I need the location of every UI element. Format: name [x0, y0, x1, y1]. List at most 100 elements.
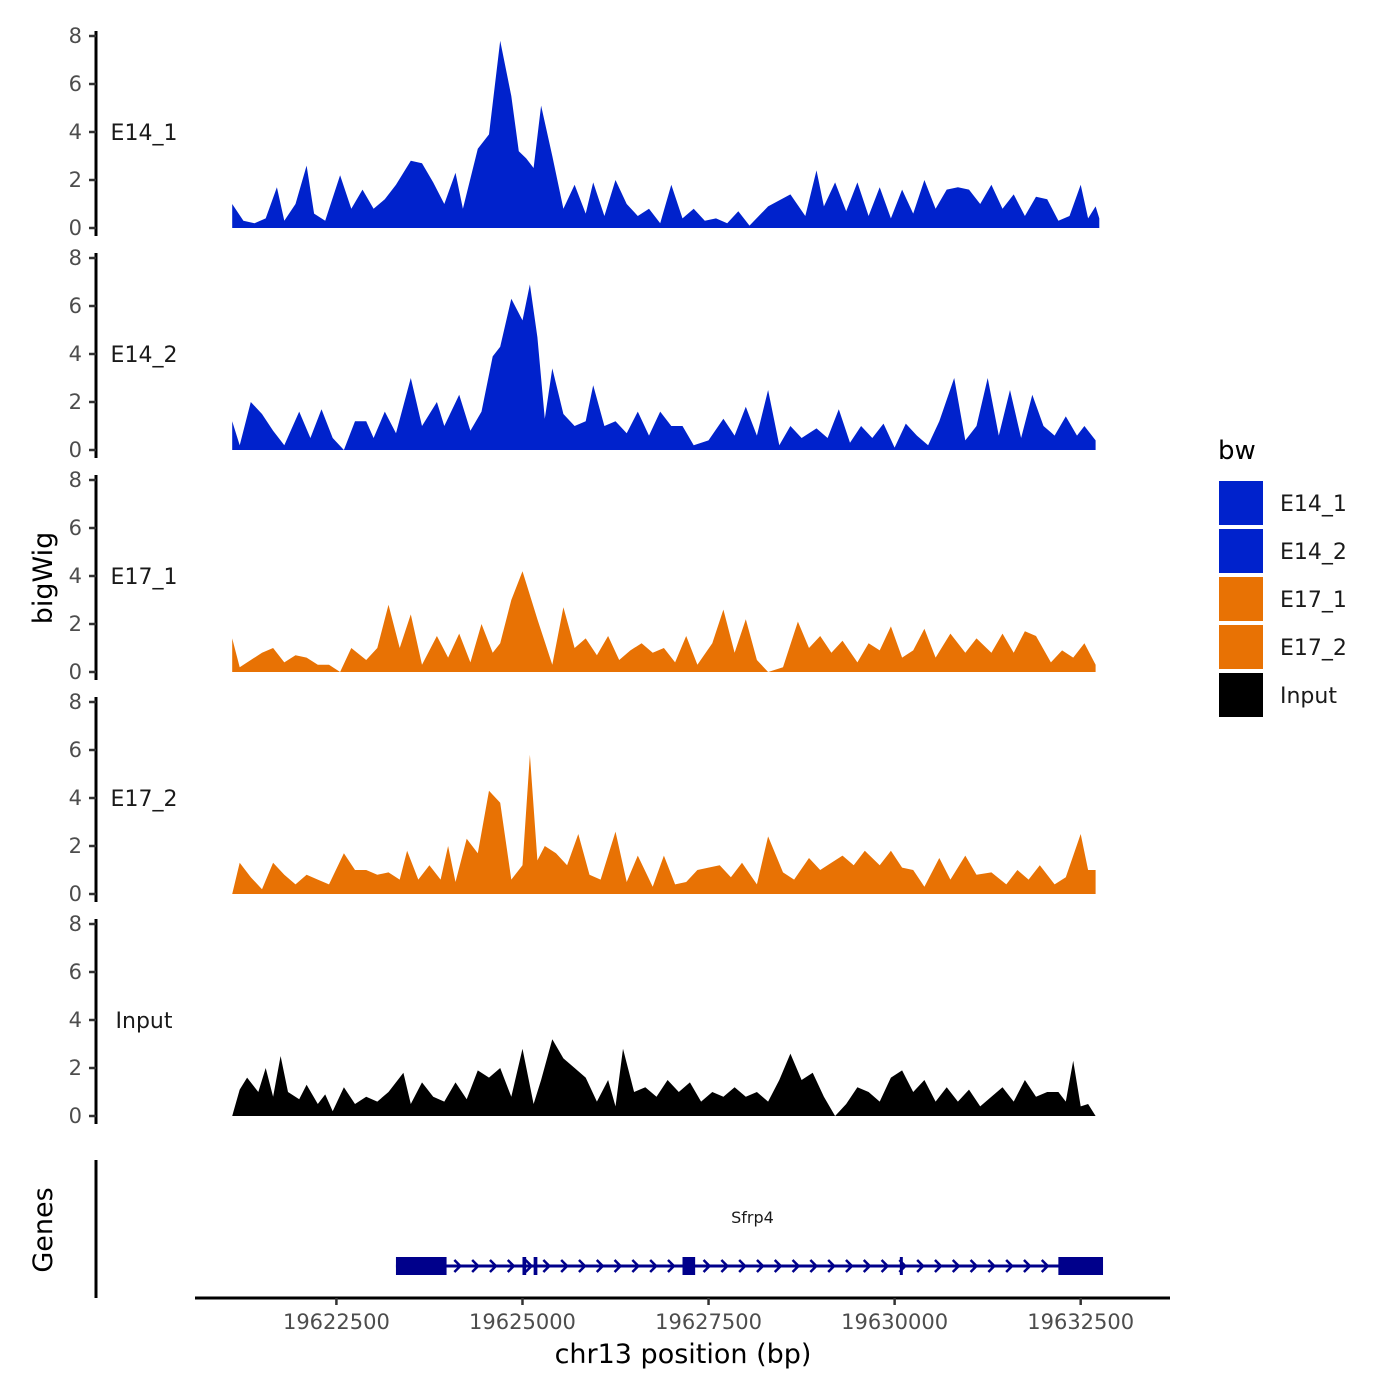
legend-swatch	[1217, 671, 1265, 719]
strand-arrow	[827, 1259, 836, 1273]
x-tick-label: 19625000	[469, 1310, 576, 1334]
track-label: E17_2	[111, 787, 178, 812]
area-series-input	[232, 1039, 1096, 1116]
strand-arrow	[951, 1259, 961, 1273]
legend: bw E14_1 E14_2 E17_1 E17_2 Input	[1217, 436, 1347, 719]
track-input: 0 2 4 6 8 Input	[69, 912, 1096, 1128]
y-tick-label: 8	[69, 690, 82, 714]
strand-arrow	[773, 1259, 783, 1273]
legend-label: E17_1	[1280, 588, 1347, 613]
gene-axis-title: Genes	[28, 1187, 59, 1272]
strand-arrow	[524, 1259, 534, 1273]
y-tick-label: 4	[69, 342, 82, 366]
track-label: E14_2	[111, 343, 178, 368]
strand-arrow	[1023, 1259, 1032, 1273]
y-tick-label: 2	[69, 390, 82, 414]
x-tick-label: 19622500	[283, 1310, 390, 1334]
strand-arrow	[702, 1259, 712, 1273]
strand-arrow	[880, 1259, 890, 1273]
strand-arrow	[649, 1259, 658, 1273]
strand-arrow	[916, 1259, 925, 1273]
strand-arrow	[969, 1259, 979, 1273]
gene-track-panel: Sfrp4	[94, 1160, 1104, 1298]
strand-arrow	[631, 1259, 641, 1273]
strand-arrow	[613, 1259, 623, 1273]
gene-exon	[522, 1257, 527, 1275]
strand-arrow	[595, 1259, 605, 1273]
strand-arrow	[720, 1259, 730, 1273]
strand-arrow	[506, 1259, 516, 1273]
track-label: E14_1	[111, 121, 178, 146]
y-tick-label: 6	[69, 738, 82, 762]
x-axis: 19622500 19625000 19627500 19630000 19632500	[195, 1296, 1170, 1334]
legend-label: E14_2	[1280, 540, 1347, 565]
y-tick-label: 2	[69, 168, 82, 192]
signal-tracks: 0 2 4 6 8 E14_1 0 2 4 6 8 E14_2 0 2 4 6 8 E17_1 0 2 4 6 8 E17_2…	[69, 24, 1100, 1128]
y-tick-label: 8	[69, 246, 82, 270]
strand-arrow	[738, 1259, 747, 1273]
y-tick-label: 8	[69, 468, 82, 492]
gene-exon	[533, 1257, 538, 1275]
y-tick-label: 0	[69, 1104, 82, 1128]
strand-arrow	[453, 1259, 463, 1273]
strand-arrow	[667, 1259, 676, 1273]
strand-arrow	[1005, 1259, 1014, 1273]
x-axis-title: chr13 position (bp)	[555, 1339, 812, 1370]
x-tick-label: 19632500	[1027, 1310, 1134, 1334]
track-e17-1: 0 2 4 6 8 E17_1	[69, 468, 1096, 684]
y-tick-label: 0	[69, 660, 82, 684]
y-tick-label: 0	[69, 216, 82, 240]
y-tick-label: 6	[69, 72, 82, 96]
legend-label: E14_1	[1280, 492, 1347, 517]
y-tick-label: 4	[69, 1008, 82, 1032]
area-series-e17-1	[232, 571, 1096, 672]
x-tick-label: 19627500	[655, 1310, 762, 1334]
strand-arrow	[756, 1259, 765, 1273]
legend-swatch	[1217, 575, 1265, 623]
y-tick-label: 8	[69, 24, 82, 48]
track-e14-2: 0 2 4 6 8 E14_2	[69, 246, 1096, 462]
y-tick-label: 4	[69, 120, 82, 144]
gene-exon	[395, 1257, 447, 1275]
strand-arrow	[845, 1259, 854, 1273]
legend-swatch	[1217, 479, 1265, 527]
area-series-e17-2	[232, 754, 1096, 894]
y-tick-label: 0	[69, 882, 82, 906]
gene-exon	[682, 1257, 696, 1275]
strand-arrow	[471, 1259, 480, 1273]
y-tick-label: 6	[69, 516, 82, 540]
legend-label: E17_2	[1280, 636, 1347, 661]
y-tick-label: 6	[69, 294, 82, 318]
y-tick-label: 2	[69, 612, 82, 636]
y-tick-label: 0	[69, 438, 82, 462]
strand-arrow	[560, 1259, 569, 1273]
gene-exon	[899, 1257, 903, 1275]
area-series-e14-1	[232, 40, 1100, 228]
legend-label: Input	[1280, 684, 1337, 709]
track-e17-2: 0 2 4 6 8 E17_2	[69, 690, 1096, 906]
strand-arrow	[987, 1259, 997, 1273]
x-tick-label: 19630000	[841, 1310, 948, 1334]
y-tick-label: 6	[69, 960, 82, 984]
track-label: Input	[116, 1009, 173, 1034]
y-tick-label: 4	[69, 564, 82, 588]
y-tick-label: 2	[69, 834, 82, 858]
legend-title: bw	[1218, 436, 1256, 466]
gene-name-label: Sfrp4	[731, 1208, 774, 1227]
strand-arrow	[578, 1259, 587, 1273]
area-series-e14-2	[232, 284, 1096, 450]
y-tick-label: 4	[69, 786, 82, 810]
track-label: E17_1	[111, 565, 178, 590]
y-axis-title: bigWig	[28, 532, 59, 625]
strand-arrow	[934, 1259, 943, 1273]
y-tick-label: 8	[69, 912, 82, 936]
strand-arrow	[489, 1259, 498, 1273]
gene-exon	[1058, 1257, 1104, 1275]
strand-arrow	[809, 1259, 819, 1273]
legend-swatch	[1217, 623, 1265, 671]
track-e14-1: 0 2 4 6 8 E14_1	[69, 24, 1100, 240]
strand-arrow	[791, 1259, 801, 1273]
strand-arrow	[862, 1259, 872, 1273]
legend-swatch	[1217, 527, 1265, 575]
